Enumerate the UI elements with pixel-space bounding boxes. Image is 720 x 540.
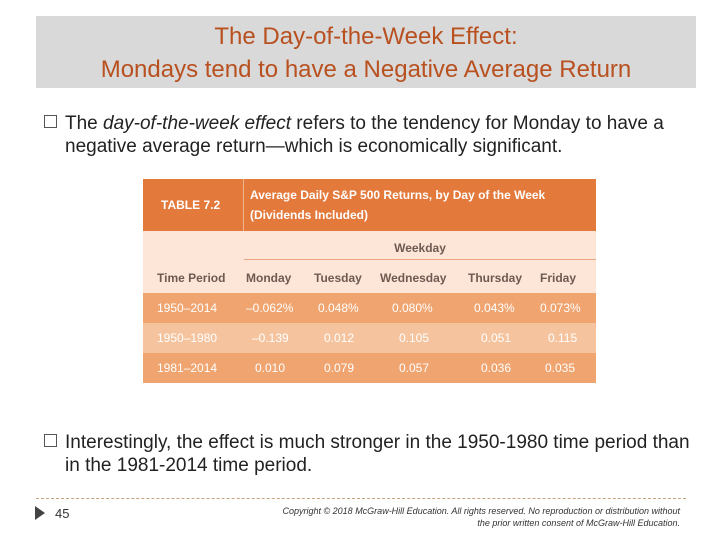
table-cell: 1981–2014	[157, 361, 218, 375]
table-cell: 0.036	[481, 361, 512, 375]
weekday-group-header: Weekday	[244, 241, 596, 260]
table-row: 1981–2014 0.010 0.079 0.057 0.036 0.035	[143, 353, 596, 383]
table-cell: 0.043%	[474, 301, 515, 315]
bullet-1-text: The day-of-the-week effect refers to the…	[65, 112, 695, 158]
bullet-1-prefix: The	[65, 113, 104, 134]
table-cell: 0.115	[548, 331, 578, 345]
table-cell: 0.012	[324, 331, 355, 345]
col-header-monday: Monday	[246, 271, 292, 285]
table-cell: 0.105	[399, 331, 430, 345]
copyright-notice: Copyright © 2018 McGraw-Hill Education. …	[225, 505, 680, 529]
table-header: TABLE 7.2 Average Daily S&P 500 Returns,…	[143, 179, 596, 231]
table-cell: 0.010	[255, 361, 286, 375]
slide-title-line-2: Mondays tend to have a Negative Average …	[100, 56, 632, 83]
bullet-square-icon	[44, 434, 57, 447]
table-cell: 1950–1980	[157, 331, 218, 345]
table-title: Average Daily S&P 500 Returns, by Day of…	[250, 185, 590, 225]
table-cell: 0.057	[399, 361, 430, 375]
table-row: 1950–1980 –0.139 0.012 0.105 0.051 0.115	[143, 323, 596, 353]
table-title-line-2: (Dividends Included)	[250, 208, 369, 222]
bullet-1-suffix: refers to the tendency for Monday to hav…	[65, 113, 664, 157]
col-header-tuesday: Tuesday	[314, 271, 362, 285]
table-row: 1950–2014 –0.062% 0.048% 0.080% 0.043% 0…	[143, 293, 596, 323]
table-label: TABLE 7.2	[143, 179, 244, 231]
table-cell: –0.062%	[246, 301, 294, 315]
table-cell: 1950–2014	[157, 301, 218, 315]
col-header-friday: Friday	[540, 271, 577, 285]
table-cell: 0.080%	[392, 301, 433, 315]
table-title-line-1: Average Daily S&P 500 Returns, by Day of…	[250, 188, 546, 202]
col-header-thursday: Thursday	[468, 271, 523, 285]
page-arrow-icon	[35, 506, 45, 520]
table-cell: 0.048%	[318, 301, 359, 315]
table-cell: 0.035	[545, 361, 576, 375]
col-header-wednesday: Wednesday	[380, 271, 447, 285]
table-cell: 0.051	[481, 331, 512, 345]
table-cell: 0.073%	[540, 301, 581, 315]
copyright-line-1: Copyright © 2018 McGraw-Hill Education. …	[282, 506, 680, 516]
bullet-square-icon	[44, 115, 57, 128]
copyright-line-2: the prior written consent of McGraw-Hill…	[477, 518, 680, 528]
col-header-time-period: Time Period	[157, 271, 226, 285]
slide-title: The Day-of-the-Week Effect: Mondays tend…	[36, 16, 696, 88]
table-cell: 0.079	[324, 361, 355, 375]
bullet-1-italic-term: day-of-the-week effect	[103, 113, 292, 134]
table-column-headers: Weekday Time Period Monday Tuesday Wedne…	[143, 231, 596, 293]
table-cell: –0.139	[252, 331, 289, 345]
bullet-2-text: Interestingly, the effect is much strong…	[65, 432, 690, 476]
returns-table: TABLE 7.2 Average Daily S&P 500 Returns,…	[143, 179, 596, 383]
page-number: 45	[55, 506, 70, 521]
slide-title-line-1: The Day-of-the-Week Effect:	[214, 23, 518, 50]
footer-divider	[36, 498, 686, 499]
